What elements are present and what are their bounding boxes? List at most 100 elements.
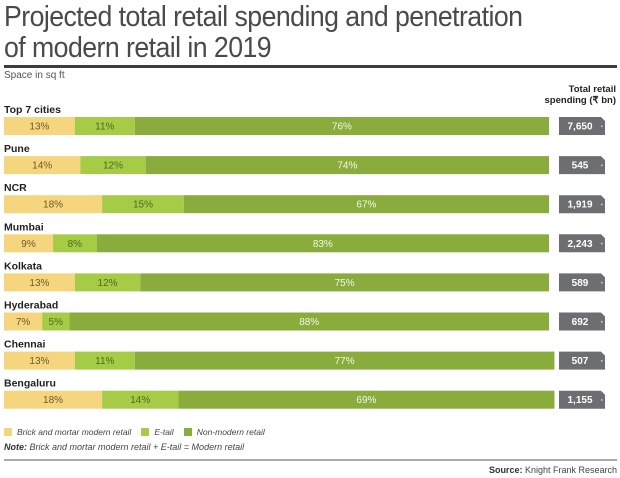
spending-value: 507	[572, 356, 589, 367]
data-label-etail: 11%	[95, 122, 114, 133]
spending-badge	[559, 234, 605, 253]
badge-notch-icon	[601, 281, 603, 284]
bar-segment-non-modern	[183, 195, 549, 214]
legend: Brick and mortar modern retail E-tail No…	[4, 427, 275, 437]
bar-row-kolkata: Kolkata 13% 12% 75% 589	[4, 260, 605, 292]
spending-value: 1,919	[567, 200, 592, 211]
data-label-brick-and-mortar: 7%	[16, 317, 31, 328]
data-label-brick-and-mortar: 14%	[32, 161, 52, 172]
spending-header-line-1: Total retail	[568, 84, 616, 95]
category-label: Hyderabad	[4, 300, 58, 312]
spending-column-header: Total retail spending (₹ bn)	[526, 84, 616, 106]
spending-badge	[559, 195, 605, 214]
badge-notch-icon	[601, 203, 603, 206]
bar-row-chennai: Chennai 13% 11% 77% 507	[4, 339, 605, 370]
data-label-brick-and-mortar: 13%	[29, 278, 49, 289]
chart-subtitle: Space in sq ft	[4, 70, 65, 81]
spending-badge	[559, 390, 605, 409]
bar-segment-etail	[74, 117, 135, 135]
bar-segment-non-modern	[140, 273, 549, 292]
data-label-non-modern: 69%	[356, 395, 376, 406]
footer-divider	[4, 459, 617, 461]
bar-segment-brick-and-mortar	[4, 390, 103, 409]
data-label-etail: 5%	[49, 317, 64, 328]
legend-label-brick-and-mortar: Brick and mortar modern retail	[17, 427, 132, 437]
data-label-etail: 11%	[95, 356, 114, 367]
bar-row-mumbai: Mumbai 9% 8% 83% 2,243	[4, 221, 605, 253]
spending-value: 545	[572, 161, 589, 172]
bar-segment-brick-and-mortar	[4, 273, 75, 292]
badge-notch-icon	[601, 164, 603, 167]
chart-title-line-1: Projected total retail spending and pene…	[4, 1, 523, 33]
bar-row-top-7-cities: Top 7 cities 13% 11% 76% 7,650	[4, 104, 605, 135]
data-label-non-modern: 75%	[335, 278, 355, 289]
badge-notch-icon	[601, 360, 603, 362]
category-label: NCR	[4, 182, 27, 194]
bar-segment-brick-and-mortar	[4, 156, 81, 175]
data-label-etail: 12%	[98, 278, 118, 289]
data-label-etail: 15%	[133, 200, 153, 211]
data-label-brick-and-mortar: 9%	[21, 239, 36, 250]
data-label-brick-and-mortar: 18%	[43, 395, 63, 406]
badge-notch-icon	[601, 321, 603, 323]
category-label: Pune	[4, 143, 30, 155]
badge-notch-icon	[601, 125, 603, 127]
data-label-etail: 12%	[103, 161, 123, 172]
bar-segment-etail	[53, 234, 97, 253]
bar-segment-non-modern	[178, 390, 555, 409]
spending-badge	[559, 156, 605, 175]
bar-segment-non-modern	[96, 234, 550, 253]
spending-header-line-2: spending (₹ bn)	[544, 95, 616, 106]
badge-notch-icon	[601, 399, 603, 401]
bar-segment-brick-and-mortar	[4, 312, 43, 331]
data-label-non-modern: 67%	[356, 200, 376, 211]
data-label-etail: 14%	[130, 395, 150, 406]
spending-value: 7,650	[567, 122, 592, 133]
note-label: Note:	[4, 442, 27, 452]
bar-row-bengaluru: Bengaluru 18% 14% 69% 1,155	[4, 378, 605, 409]
legend-item-brick-and-mortar: Brick and mortar modern retail	[4, 427, 131, 437]
spending-value: 2,243	[567, 239, 592, 250]
data-label-non-modern: 76%	[332, 122, 352, 133]
legend-label-etail: E-tail	[154, 427, 174, 437]
bar-segment-non-modern	[145, 156, 549, 175]
data-label-non-modern: 77%	[335, 356, 355, 367]
bar-segment-non-modern	[69, 312, 550, 331]
title-divider	[4, 65, 617, 68]
footnote: Note: Brick and mortar modern retail + E…	[4, 442, 244, 452]
data-label-brick-and-mortar: 13%	[29, 356, 49, 367]
category-label: Top 7 cities	[4, 104, 61, 116]
category-label: Chennai	[4, 339, 46, 351]
bar-row-hyderabad: Hyderabad 7% 5% 88% 692	[4, 300, 605, 331]
bar-segment-brick-and-mortar	[4, 351, 75, 370]
legend-swatch-brick-and-mortar	[4, 428, 12, 436]
bar-segment-brick-and-mortar	[4, 117, 75, 135]
spending-badge	[559, 117, 605, 135]
bar-segment-etail	[102, 195, 184, 214]
spending-badge	[559, 351, 605, 370]
bar-segment-brick-and-mortar	[4, 234, 54, 253]
legend-item-etail: E-tail	[141, 427, 174, 437]
bar-segment-brick-and-mortar	[4, 195, 103, 214]
data-label-non-modern: 74%	[337, 161, 357, 172]
bar-segment-etail	[80, 156, 146, 175]
bar-segment-non-modern	[134, 351, 555, 370]
bar-segment-etail	[102, 390, 179, 409]
spending-value: 1,155	[567, 395, 592, 406]
chart-title-line-2: of modern retail in 2019	[4, 32, 272, 64]
source-text: Knight Frank Research	[522, 465, 617, 475]
data-label-non-modern: 88%	[299, 317, 319, 328]
data-label-etail: 8%	[68, 239, 83, 250]
source-credit: Source: Knight Frank Research	[489, 465, 617, 475]
chart-title: Projected total retail spending and pene…	[4, 2, 565, 64]
data-label-brick-and-mortar: 18%	[43, 200, 63, 211]
spending-value: 589	[572, 278, 589, 289]
bar-segment-non-modern	[134, 117, 550, 135]
bar-segment-etail	[74, 273, 141, 292]
spending-badge	[559, 273, 605, 292]
bar-row-ncr: NCR 18% 15% 67% 1,919	[4, 182, 605, 214]
bar-segment-etail	[74, 351, 135, 370]
legend-item-non-modern: Non-modern retail	[183, 427, 265, 437]
